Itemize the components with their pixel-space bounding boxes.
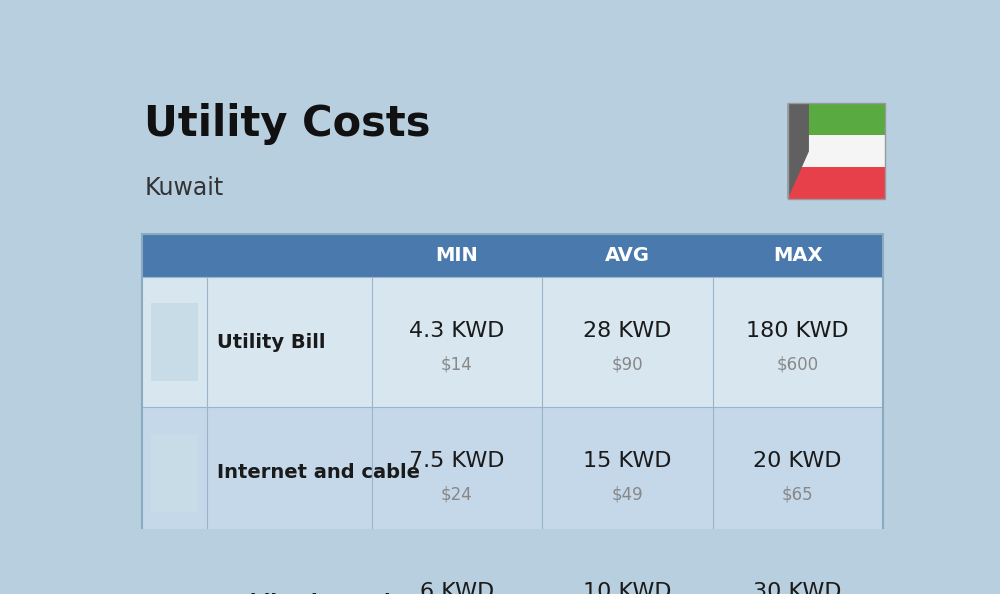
Text: AVG: AVG <box>605 246 650 265</box>
FancyBboxPatch shape <box>788 103 885 135</box>
Text: $65: $65 <box>782 485 814 504</box>
FancyBboxPatch shape <box>142 538 883 594</box>
FancyBboxPatch shape <box>142 233 883 277</box>
Text: 7.5 KWD: 7.5 KWD <box>409 451 505 471</box>
Text: 6 KWD: 6 KWD <box>420 582 494 594</box>
Text: MIN: MIN <box>436 246 478 265</box>
Polygon shape <box>788 103 809 200</box>
Text: Utility Costs: Utility Costs <box>144 103 431 146</box>
FancyBboxPatch shape <box>151 434 198 512</box>
Text: 30 KWD: 30 KWD <box>753 582 842 594</box>
Text: 20 KWD: 20 KWD <box>753 451 842 471</box>
FancyBboxPatch shape <box>151 564 198 594</box>
Text: $49: $49 <box>612 485 643 504</box>
Text: 28 KWD: 28 KWD <box>583 321 672 341</box>
FancyBboxPatch shape <box>788 168 885 200</box>
Text: Internet and cable: Internet and cable <box>217 463 420 482</box>
Text: Kuwait: Kuwait <box>144 176 224 201</box>
FancyBboxPatch shape <box>151 303 198 381</box>
Text: 15 KWD: 15 KWD <box>583 451 672 471</box>
Text: $600: $600 <box>777 355 819 373</box>
FancyBboxPatch shape <box>142 277 883 407</box>
Text: 180 KWD: 180 KWD <box>746 321 849 341</box>
FancyBboxPatch shape <box>788 135 885 168</box>
FancyBboxPatch shape <box>142 407 883 538</box>
Text: 4.3 KWD: 4.3 KWD <box>409 321 505 341</box>
Text: $14: $14 <box>441 355 473 373</box>
Text: $90: $90 <box>612 355 643 373</box>
Text: MAX: MAX <box>773 246 822 265</box>
Text: $24: $24 <box>441 485 473 504</box>
Text: Utility Bill: Utility Bill <box>217 333 325 352</box>
Text: 10 KWD: 10 KWD <box>583 582 672 594</box>
